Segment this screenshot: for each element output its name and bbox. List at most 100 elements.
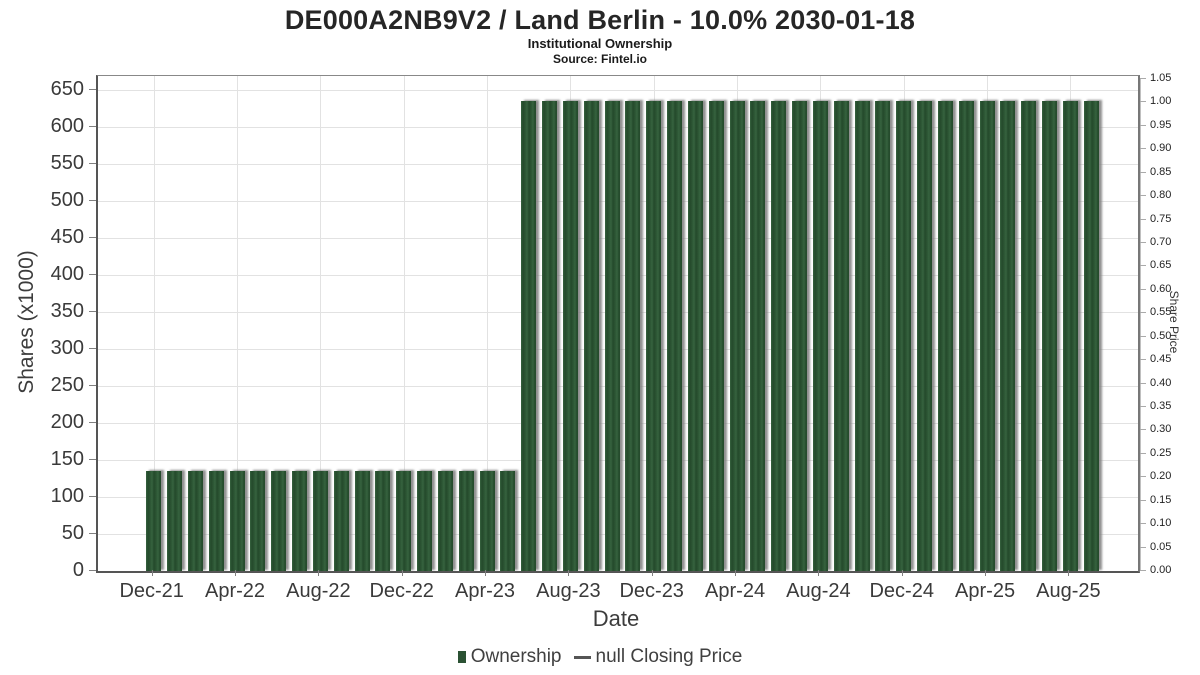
- x-tick-label: Dec-23: [619, 580, 684, 602]
- ownership-bar[interactable]: [792, 101, 808, 571]
- ownership-bar[interactable]: [625, 101, 641, 571]
- ownership-bar[interactable]: [562, 101, 578, 571]
- ownership-bar[interactable]: [875, 101, 891, 571]
- ownership-bar[interactable]: [708, 101, 724, 571]
- ownership-bar[interactable]: [187, 471, 203, 571]
- y-right-tick: [1140, 570, 1146, 571]
- y-left-tick: [89, 237, 96, 238]
- x-tick-label: Apr-23: [455, 580, 516, 602]
- ownership-bar[interactable]: [583, 101, 599, 571]
- x-axis-title: Date: [592, 606, 640, 631]
- y-left-tick-label: 200: [50, 411, 84, 433]
- y-left-tick: [89, 459, 96, 460]
- y-left-tick-label: 500: [50, 189, 84, 211]
- v-gridline: [153, 76, 155, 571]
- ownership-bar[interactable]: [229, 471, 245, 571]
- y-right-tick-label: 0.85: [1150, 165, 1172, 178]
- y-left-tick: [89, 533, 96, 534]
- ownership-bar[interactable]: [750, 101, 766, 571]
- y-left-tick-label: 450: [50, 226, 84, 248]
- ownership-bar[interactable]: [396, 471, 412, 571]
- closing-price-line-icon: [573, 655, 591, 659]
- x-tick: [901, 570, 903, 576]
- x-tick-label: Aug-24: [786, 580, 851, 602]
- ownership-bar[interactable]: [521, 101, 537, 571]
- x-tick: [818, 570, 820, 576]
- x-tick: [735, 570, 737, 576]
- y-right-tick-label: 0.25: [1150, 446, 1172, 459]
- ownership-bar[interactable]: [1021, 101, 1037, 571]
- y-right-tick: [1140, 78, 1146, 79]
- ownership-bar[interactable]: [812, 101, 828, 571]
- y-left-tick: [89, 274, 96, 275]
- y-left-tick: [89, 163, 96, 164]
- y-left-tick: [89, 570, 96, 571]
- x-tick: [151, 570, 153, 576]
- ownership-bar[interactable]: [1062, 101, 1078, 571]
- ownership-bar[interactable]: [979, 101, 995, 571]
- y-right-tick: [1140, 312, 1146, 314]
- v-gridline: [403, 76, 405, 571]
- ownership-bar[interactable]: [687, 101, 703, 571]
- x-tick-label: Dec-24: [869, 580, 934, 602]
- y-right-tick-label: 0.95: [1150, 118, 1172, 131]
- y-right-tick: [1140, 546, 1146, 548]
- ownership-bar[interactable]: [250, 471, 266, 571]
- y-left-tick-label: 50: [61, 522, 84, 544]
- legend-item-ownership[interactable]: Ownership: [457, 646, 562, 668]
- y-right-tick: [1140, 382, 1146, 384]
- ownership-bar[interactable]: [667, 101, 683, 571]
- ownership-bar[interactable]: [292, 471, 308, 571]
- ownership-bar[interactable]: [500, 471, 516, 571]
- page-title: DE000A2NB9V2 / Land Berlin - 10.0% 2030-…: [284, 5, 916, 35]
- y-left-tick-label: 650: [50, 78, 84, 100]
- plot-area: [96, 75, 1140, 573]
- y-right-tick-label: 0.20: [1150, 470, 1172, 483]
- y-right-tick: [1140, 242, 1146, 243]
- y-right-tick-label: 0.55: [1150, 306, 1172, 319]
- y-right-tick-label: 0.10: [1150, 517, 1172, 530]
- ownership-bar[interactable]: [542, 101, 558, 571]
- ownership-bar[interactable]: [937, 101, 953, 571]
- y-right-tick-label: 0.90: [1150, 142, 1172, 155]
- chart-subtitle: Institutional Ownership: [527, 36, 673, 51]
- ownership-bar[interactable]: [437, 471, 453, 571]
- ownership-bar[interactable]: [458, 471, 474, 571]
- ownership-bar[interactable]: [896, 101, 912, 571]
- ownership-bar[interactable]: [604, 101, 620, 571]
- y-left-tick: [89, 422, 96, 423]
- legend-item-closing-price[interactable]: null Closing Price: [573, 646, 742, 668]
- ownership-bar[interactable]: [146, 471, 162, 571]
- y-right-tick-label: 1.00: [1150, 95, 1172, 108]
- ownership-bar[interactable]: [333, 471, 349, 571]
- ownership-bar[interactable]: [417, 471, 433, 571]
- ownership-bar[interactable]: [354, 471, 370, 571]
- x-tick-label: Aug-25: [1036, 580, 1101, 602]
- ownership-bar[interactable]: [479, 471, 495, 571]
- x-tick: [401, 570, 403, 576]
- ownership-bar[interactable]: [646, 101, 662, 571]
- h-gridline: [98, 90, 1138, 91]
- legend: Ownership null Closing Price: [0, 646, 1200, 668]
- y-right-tick-label: 0.05: [1150, 540, 1172, 553]
- ownership-bar[interactable]: [208, 471, 224, 571]
- y-left-tick: [89, 200, 96, 201]
- y-left-tick-label: 550: [50, 152, 84, 174]
- ownership-bar[interactable]: [1042, 101, 1058, 571]
- ownership-bar[interactable]: [833, 101, 849, 571]
- ownership-bar[interactable]: [1083, 101, 1099, 571]
- ownership-bar[interactable]: [854, 101, 870, 571]
- ownership-bar[interactable]: [312, 471, 328, 571]
- y-right-tick-label: 0.60: [1150, 282, 1172, 295]
- ownership-bar[interactable]: [771, 101, 787, 571]
- ownership-bar[interactable]: [958, 101, 974, 571]
- ownership-bar[interactable]: [375, 471, 391, 571]
- v-gridline: [320, 76, 322, 571]
- y-right-tick: [1140, 265, 1146, 267]
- ownership-bar[interactable]: [729, 101, 745, 571]
- ownership-bar[interactable]: [271, 471, 287, 571]
- ownership-bar[interactable]: [167, 471, 183, 571]
- ownership-bar[interactable]: [917, 101, 933, 571]
- ownership-bar[interactable]: [1000, 101, 1016, 571]
- y-right-tick: [1140, 195, 1146, 197]
